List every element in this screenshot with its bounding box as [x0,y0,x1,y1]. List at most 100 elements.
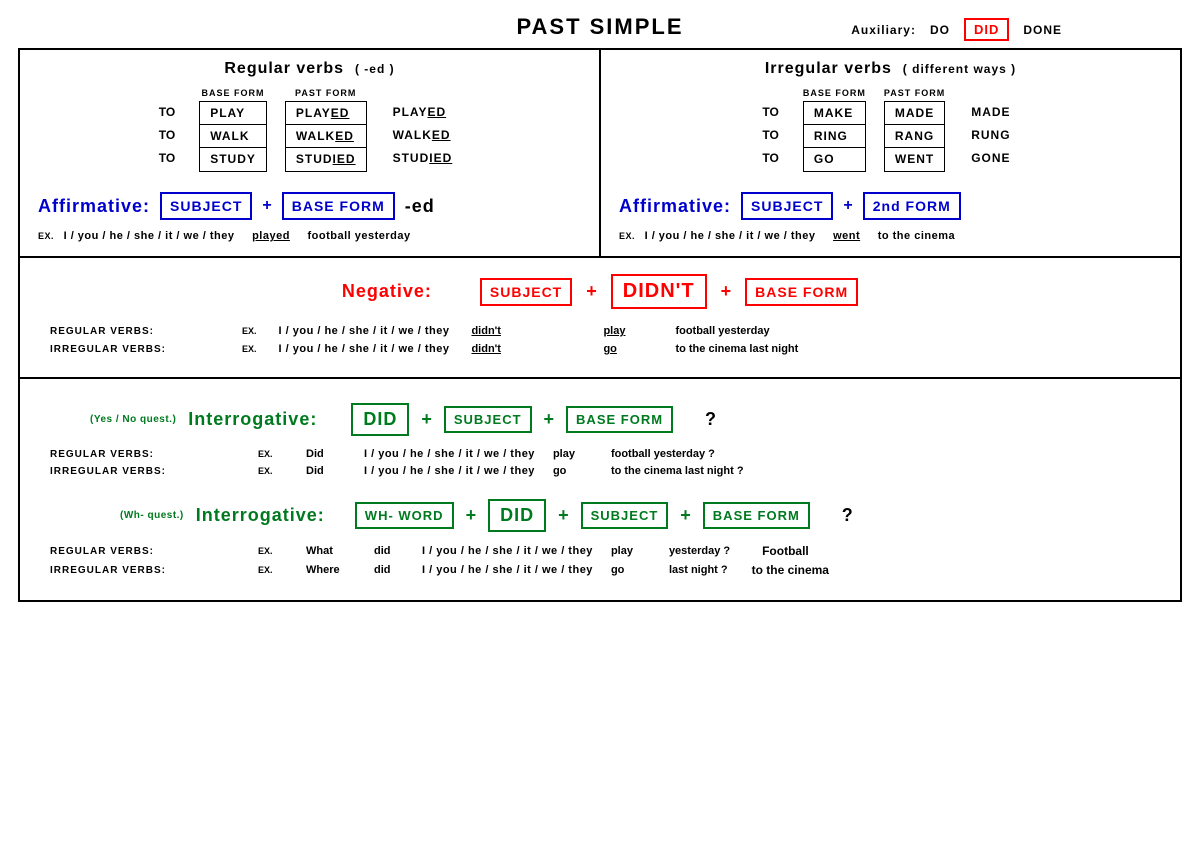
plus-icon: + [680,505,691,526]
base-cell: WALK [200,125,266,148]
row-label: REGULAR VERBS: [50,326,220,337]
negative-example-row: IRREGULAR VERBS: EX. I / you / he / she … [50,343,1150,355]
did-word: did [374,545,404,557]
ex-rest: last night ? [669,564,728,576]
ex-rest: to the cinema [878,230,955,242]
base-cell: RING [804,125,865,148]
interrogative-label: Interrogative: [196,505,325,526]
irregular-column: Irregular verbs ( different ways ) TO TO… [601,50,1180,256]
regular-affirmative: Affirmative: SUBJECT + BASE FORM -ed [38,192,581,220]
past-form-col: PAST FORM PLAYED WALKED STUDIED [285,88,367,172]
wh-example-row: IRREGULAR VERBS: EX. Where did I / you /… [50,563,1150,577]
subject-box: SUBJECT [160,192,252,220]
affirmative-label: Affirmative: [619,196,731,217]
affirmative-label: Affirmative: [38,196,150,217]
ex-label: EX. [258,466,288,476]
ex-rest: football yesterday [308,230,411,242]
plus-icon: + [843,197,852,215]
base-cell: GO [804,148,865,171]
base-form-head: BASE FORM [803,88,866,98]
ex-subjects: I / you / he / she / it / we / they [422,545,593,557]
base-cell: STUDY [200,148,266,171]
irregular-forms: TO TO TO BASE FORM MAKE RING GO PAST FOR… [619,88,1162,172]
yn-formula: (Yes / No quest.) Interrogative: DID + S… [50,403,1150,436]
ex-rest: to the cinema last night [675,343,798,355]
regular-title: Regular verbs ( -ed ) [38,60,581,78]
ex-rest: football yesterday ? [611,448,715,460]
question-mark: ? [705,409,716,430]
irregular-example: EX. I / you / he / she / it / we / they … [619,230,1162,242]
interrogative-section: (Yes / No quest.) Interrogative: DID + S… [20,377,1180,600]
verb-word: go [611,564,651,576]
aux-did-box: DID [964,18,1009,41]
past-part-col: MADE RUNG GONE [963,88,1018,172]
regular-forms: TO TO TO BASE FORM PLAY WALK STUDY PAST … [38,88,581,172]
subject-box: SUBJECT [444,406,532,433]
row-label: REGULAR VERBS: [50,449,240,460]
question-mark: ? [842,505,853,526]
part-cell: PLAYED [385,101,461,124]
past-cell: MADE [885,102,944,125]
ed-suffix: -ed [405,196,435,217]
wh-sub: (Wh- quest.) [120,510,184,521]
to-col: TO TO TO [762,88,784,172]
aux-done: DONE [1023,23,1062,37]
part-cell: RUNG [963,124,1018,147]
whword-box: WH- WORD [355,502,454,529]
ex-subjects: I / you / he / she / it / we / they [364,448,535,460]
aux-do: DO [930,23,950,37]
part-cell: GONE [963,147,1018,170]
interrogative-label: Interrogative: [188,409,317,430]
regular-subtitle: ( -ed ) [355,62,395,76]
part-cell: STUDIED [385,147,461,170]
ex-subjects: I / you / he / she / it / we / they [364,465,535,477]
subject-box: SUBJECT [480,278,572,306]
yn-example-row: REGULAR VERBS: EX. Did I / you / he / sh… [50,448,1150,460]
did-box: DID [351,403,409,436]
answer-word: to the cinema [752,563,829,577]
wh-example-row: REGULAR VERBS: EX. What did I / you / he… [50,544,1150,558]
to-label: TO [762,124,784,147]
baseform-box: BASE FORM [703,502,810,529]
part-cell: WALKED [385,124,461,147]
ex-label: EX. [242,344,257,354]
verb-word: go [603,343,653,355]
ex-subjects: I / you / he / she / it / we / they [279,325,450,337]
past-cell: PLAYED [286,102,366,125]
yn-sub: (Yes / No quest.) [90,414,176,425]
ex-subjects: I / you / he / she / it / we / they [422,564,593,576]
plus-icon: + [721,281,732,302]
wh-formula: (Wh- quest.) Interrogative: WH- WORD + D… [50,499,1150,532]
row-label: IRREGULAR VERBS: [50,466,240,477]
irregular-affirmative: Affirmative: SUBJECT + 2nd FORM [619,192,1162,220]
to-label: TO [159,124,181,147]
past-form-head: PAST FORM [285,88,367,98]
main-frame: Regular verbs ( -ed ) TO TO TO BASE FORM… [18,48,1182,602]
subject-box: SUBJECT [741,192,833,220]
plus-icon: + [544,409,555,430]
page-title: PAST SIMPLE [516,14,683,40]
base-form-col: BASE FORM PLAY WALK STUDY [199,88,267,172]
past-part-col: PLAYED WALKED STUDIED [385,88,461,172]
past-cell: WALKED [286,125,366,148]
did-word: Did [306,465,346,477]
to-label: TO [159,101,181,124]
ex-label: EX. [619,231,635,241]
base-form-head: BASE FORM [199,88,267,98]
didnt-box: DIDN'T [611,274,707,309]
part-cell: MADE [963,101,1018,124]
ex-subjects: I / you / he / she / it / we / they [645,230,816,242]
plus-icon: + [558,505,569,526]
plus-icon: + [466,505,477,526]
didnt-word: didn't [471,343,521,355]
yn-example-row: IRREGULAR VERBS: EX. Did I / you / he / … [50,465,1150,477]
plus-icon: + [586,281,597,302]
ex-rest: to the cinema last night ? [611,465,744,477]
past-cell: STUDIED [286,148,366,171]
ex-label: EX. [38,231,54,241]
base-cell: PLAY [200,102,266,125]
did-word: Did [306,448,346,460]
header: PAST SIMPLE Auxiliary: DO DID DONE [18,14,1182,40]
irregular-subtitle: ( different ways ) [903,62,1016,76]
negative-section: Negative: SUBJECT + DIDN'T + BASE FORM R… [20,256,1180,377]
